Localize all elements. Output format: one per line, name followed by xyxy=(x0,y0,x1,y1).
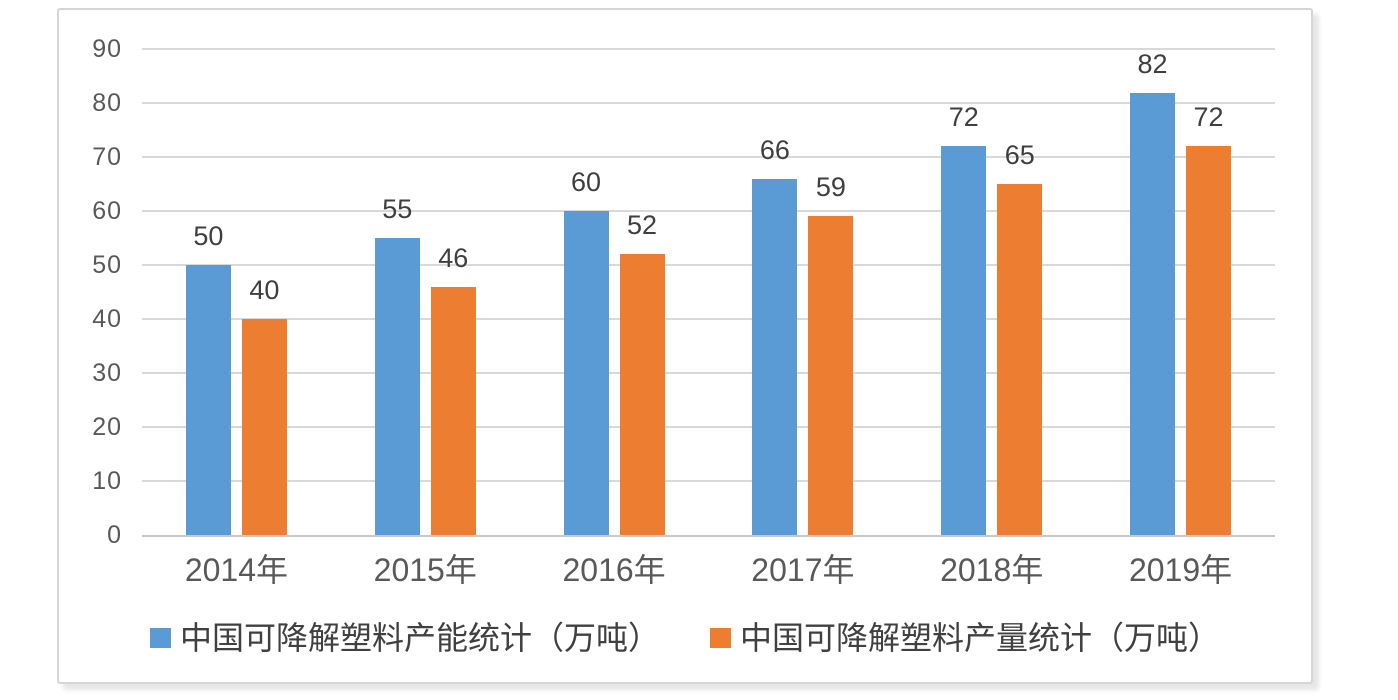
bar-column-s0-2017年: 66 xyxy=(752,49,798,535)
y-tick-label-50: 50 xyxy=(92,251,122,279)
y-tick-label-0: 0 xyxy=(107,521,122,549)
bar-group-2014年: 50 40 xyxy=(185,49,287,535)
bar-groups: 50 40 55 46 60 52 66 59 72 65 82 72 xyxy=(142,49,1275,535)
bar-column-s0-2019年: 82 xyxy=(1130,49,1176,535)
bar-value-label-s1-2018年: 65 xyxy=(1004,140,1035,170)
y-tick-label-60: 60 xyxy=(92,197,122,225)
bar-column-s0-2018年: 72 xyxy=(941,49,987,535)
bar-value-label-s0-2019年: 82 xyxy=(1137,49,1168,79)
bar-group-2017年: 66 59 xyxy=(752,49,854,535)
legend-item-capacity: 中国可降解塑料产能统计（万吨） xyxy=(149,618,660,658)
bar-value-label-s0-2018年: 72 xyxy=(948,102,979,133)
bar-value-label-s0-2015年: 55 xyxy=(382,194,413,224)
bar-s1-2015年 xyxy=(430,286,476,535)
legend-label-output: 中国可降解塑料产量统计（万吨） xyxy=(740,620,1221,656)
bar-s0-2016年 xyxy=(563,211,609,535)
category-slot-2015年: 55 46 xyxy=(331,49,520,535)
x-axis-labels: 2014年 2015年 2016年 2017年 2018年 2019年 xyxy=(142,550,1275,590)
bar-group-2015年: 55 46 xyxy=(374,49,476,535)
y-tick-label-30: 30 xyxy=(92,359,122,387)
y-axis-labels: 0 10 20 30 40 50 60 70 80 90 xyxy=(65,35,122,549)
gridline-90 xyxy=(142,48,1275,50)
x-axis-label-2014年: 2014年 xyxy=(184,552,289,588)
y-tick-label-20: 20 xyxy=(92,413,122,441)
bar-s1-2016年 xyxy=(619,254,665,535)
x-axis-label-2015年: 2015年 xyxy=(373,552,477,588)
bar-column-s1-2019年: 72 xyxy=(1186,49,1232,535)
bar-s0-2019年 xyxy=(1130,93,1176,535)
x-axis-label-2016年: 2016年 xyxy=(562,552,666,588)
y-tick-label-90: 90 xyxy=(92,35,122,63)
legend-marker-capacity-icon xyxy=(149,628,171,648)
y-tick-label-40: 40 xyxy=(92,305,122,333)
bar-column-s0-2016年: 60 xyxy=(563,49,609,535)
category-slot-2019年: 82 72 xyxy=(1086,49,1275,535)
bar-column-s1-2014年: 40 xyxy=(241,49,287,535)
bar-value-label-s1-2019年: 72 xyxy=(1193,102,1224,133)
bar-group-2019年: 82 72 xyxy=(1130,49,1232,535)
legend-label-capacity: 中国可降解塑料产能统计（万吨） xyxy=(179,620,660,656)
category-slot-2014年: 50 40 xyxy=(142,49,331,535)
gridline-80 xyxy=(142,102,1275,104)
bar-column-s1-2018年: 65 xyxy=(997,49,1043,535)
gridline-30 xyxy=(142,372,1275,374)
chart-card: 0 10 20 30 40 50 60 70 80 90 50 40 55 46 60 52 66 59 72 65… xyxy=(57,8,1313,684)
y-tick-label-80: 80 xyxy=(92,89,122,117)
bar-value-label-s0-2014年: 50 xyxy=(193,221,224,251)
y-tick-label-10: 10 xyxy=(92,467,122,495)
gridline-20 xyxy=(142,426,1275,428)
bar-value-label-s0-2016年: 60 xyxy=(571,167,602,197)
x-axis-label-2019年: 2019年 xyxy=(1128,552,1233,588)
bar-column-s1-2015年: 46 xyxy=(430,49,476,535)
bar-column-s0-2014年: 50 xyxy=(185,49,231,535)
bar-value-label-s1-2015年: 46 xyxy=(438,242,469,273)
bar-column-s0-2015年: 55 xyxy=(374,49,420,535)
bar-s1-2017年 xyxy=(808,216,854,535)
bar-column-s1-2016年: 52 xyxy=(619,49,665,535)
x-axis-label-2017年: 2017年 xyxy=(751,552,855,588)
y-tick-label-70: 70 xyxy=(92,143,122,171)
bar-value-label-s1-2017年: 59 xyxy=(815,172,846,203)
legend: 中国可降解塑料产能统计（万吨） 中国可降解塑料产量统计（万吨） xyxy=(59,618,1311,658)
bar-value-label-s1-2016年: 52 xyxy=(627,210,658,241)
x-axis-label-2018年: 2018年 xyxy=(940,552,1044,588)
bar-s1-2019年 xyxy=(1186,146,1232,535)
bar-s1-2018年 xyxy=(997,184,1043,535)
bar-value-label-s0-2017年: 66 xyxy=(759,134,790,165)
gridline-40 xyxy=(142,318,1275,320)
plot-area: 50 40 55 46 60 52 66 59 72 65 82 72 xyxy=(142,48,1275,537)
bar-s0-2014年 xyxy=(185,265,231,535)
legend-item-output: 中国可降解塑料产量统计（万吨） xyxy=(710,618,1220,658)
legend-marker-output-icon xyxy=(710,628,731,648)
bar-s0-2018年 xyxy=(941,146,987,535)
gridline-60 xyxy=(142,210,1275,212)
bar-s1-2014年 xyxy=(241,319,287,535)
category-slot-2016年: 60 52 xyxy=(520,49,709,535)
gridline-10 xyxy=(142,480,1275,482)
category-slot-2017年: 66 59 xyxy=(708,49,897,535)
category-slot-2018年: 72 65 xyxy=(897,49,1086,535)
bar-group-2018年: 72 65 xyxy=(941,49,1043,535)
bar-column-s1-2017年: 59 xyxy=(808,49,854,535)
bar-group-2016年: 60 52 xyxy=(563,49,665,535)
bar-s0-2017年 xyxy=(752,178,798,535)
gridline-50 xyxy=(142,264,1275,266)
bar-value-label-s1-2014年: 40 xyxy=(249,275,280,305)
bar-s0-2015年 xyxy=(374,238,420,535)
gridline-70 xyxy=(142,156,1275,158)
